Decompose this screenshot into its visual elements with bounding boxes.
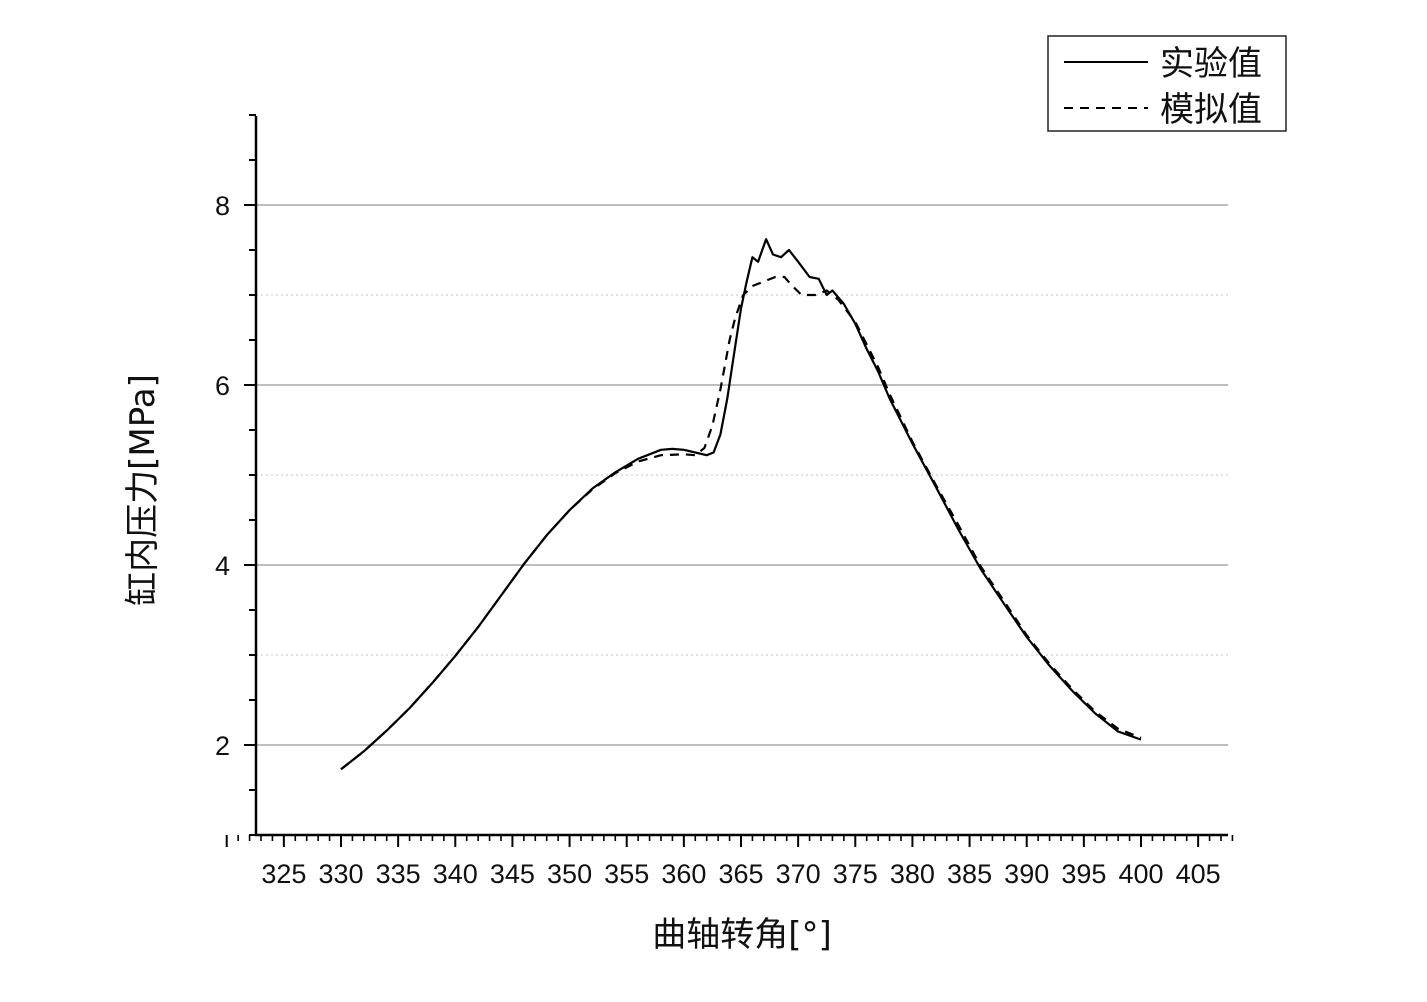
x-tick-label: 405	[1176, 859, 1221, 889]
x-tick-label: 325	[261, 859, 306, 889]
series-line-simulated	[340, 275, 1142, 771]
x-tick-label: 375	[833, 859, 878, 889]
x-axis-title: 曲轴转角[°]	[652, 915, 832, 955]
x-tick-label: 330	[318, 859, 363, 889]
x-tick-label: 345	[490, 859, 535, 889]
y-tick-labels: 2 4 6 8	[215, 191, 230, 761]
y-axis-title: 缸内压力[MPa]	[123, 374, 163, 606]
x-tick-label: 360	[661, 859, 706, 889]
y-tick-label: 8	[215, 191, 230, 221]
x-tick-label: 400	[1118, 859, 1163, 889]
legend-box	[1047, 35, 1287, 132]
axes	[225, 114, 1234, 847]
x-tick-label: 390	[1004, 859, 1049, 889]
legend-label-experimental: 实验值	[1160, 44, 1262, 84]
x-tick-label: 395	[1061, 859, 1106, 889]
x-tick-label: 370	[776, 859, 821, 889]
x-tick-label: 365	[718, 859, 763, 889]
x-tick-labels: 325 330 335 340 345 350 355 360 365 370 375 380 385 3…	[261, 859, 1220, 889]
series-line-experimental	[340, 238, 1142, 771]
y-tick-label: 2	[215, 731, 230, 761]
x-tick-label: 340	[433, 859, 478, 889]
grid-lines	[256, 204, 1228, 746]
x-tick-label: 385	[947, 859, 992, 889]
x-tick-label: 350	[547, 859, 592, 889]
x-tick-label: 355	[604, 859, 649, 889]
y-tick-label: 4	[215, 551, 230, 581]
x-tick-label: 380	[890, 859, 935, 889]
legend-label-simulated: 模拟值	[1160, 90, 1262, 130]
x-tick-label: 335	[376, 859, 421, 889]
plot-series	[340, 238, 1142, 771]
legend: 实验值 模拟值	[1047, 35, 1287, 132]
y-tick-label: 6	[215, 371, 230, 401]
